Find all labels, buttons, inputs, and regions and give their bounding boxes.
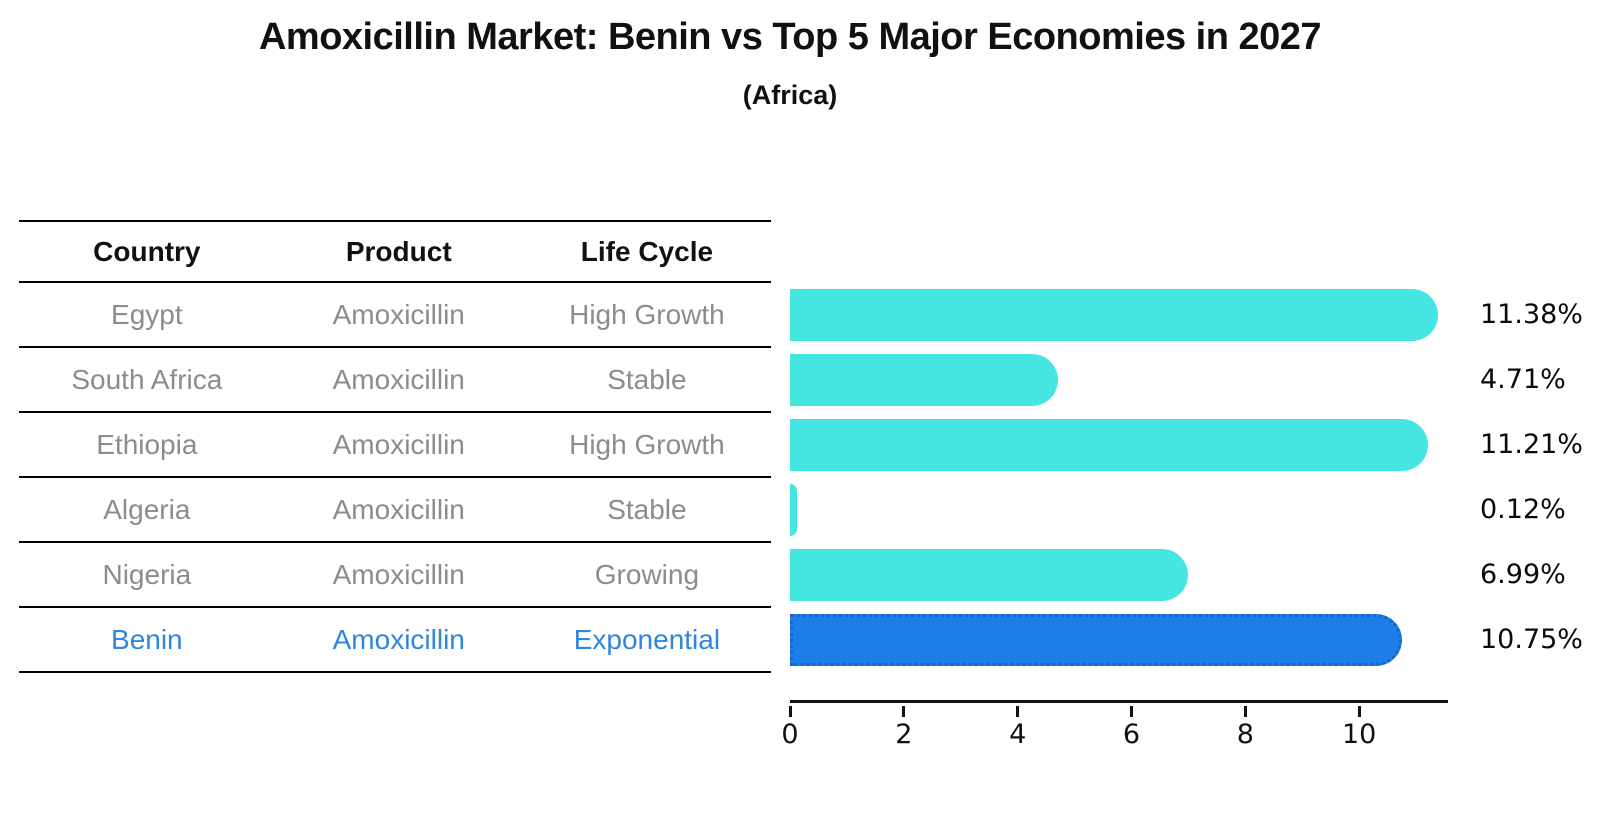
cell-lifecycle: Exponential	[573, 623, 721, 655]
cell-product: Amoxicillin	[332, 428, 465, 460]
tick-mark	[1016, 706, 1020, 717]
cell-lifecycle: Growing	[594, 558, 700, 590]
table-row: Ethiopia Amoxicillin High Growth	[19, 413, 771, 478]
bar-row-egypt: 11.38%	[790, 289, 1604, 341]
table-row: South Africa Amoxicillin Stable	[19, 348, 771, 413]
bar-south-africa	[790, 354, 1059, 406]
tick-label: 6	[1122, 719, 1141, 750]
column-header-product: Product	[345, 235, 452, 267]
cell-country: South Africa	[71, 363, 223, 395]
tick-mark	[1357, 706, 1361, 717]
bar-row-south-africa: 4.71%	[790, 354, 1604, 406]
tick-mark	[788, 706, 792, 717]
x-axis: 0 2 4 6 8 10	[781, 700, 1448, 750]
cell-product: Amoxicillin	[332, 493, 465, 525]
bar-egypt	[790, 289, 1438, 341]
cell-product: Amoxicillin	[332, 298, 465, 330]
bar-row-benin: 10.75%	[790, 614, 1604, 666]
tick-label: 4	[1009, 719, 1027, 750]
cell-lifecycle: Stable	[607, 363, 687, 395]
cell-lifecycle: High Growth	[569, 298, 725, 330]
table-header-row: Country Product Life Cycle	[19, 220, 771, 283]
bar-algeria	[790, 484, 797, 536]
chart-title: Amoxicillin Market: Benin vs Top 5 Major…	[258, 16, 1322, 58]
bar-row-nigeria: 6.99%	[790, 549, 1604, 601]
bar-value-label: 10.75%	[1480, 624, 1583, 655]
bar-row-algeria: 0.12%	[790, 484, 1604, 536]
tick-label: 0	[781, 719, 799, 750]
bar-benin-highlighted	[790, 614, 1402, 666]
bar-ethiopia	[790, 419, 1429, 471]
cell-lifecycle: Stable	[607, 493, 687, 525]
table-row: Egypt Amoxicillin High Growth	[19, 283, 771, 348]
table-row: Nigeria Amoxicillin Growing	[19, 543, 771, 608]
tick-mark	[1130, 706, 1133, 717]
country-table: Country Product Life Cycle Egypt Amoxici…	[19, 220, 771, 673]
column-header-lifecycle: Life Cycle	[580, 235, 714, 267]
bar-value-label: 11.38%	[1480, 299, 1583, 330]
bar-nigeria	[790, 549, 1188, 601]
bar-value-label: 11.21%	[1480, 429, 1583, 460]
cell-lifecycle: High Growth	[569, 428, 725, 460]
column-header-country: Country	[93, 235, 201, 267]
cell-product: Amoxicillin	[332, 623, 465, 655]
bar-row-ethiopia: 11.21%	[790, 419, 1604, 471]
cell-product: Amoxicillin	[332, 363, 465, 395]
tick-mark	[902, 706, 906, 717]
cell-country: Algeria	[103, 493, 191, 525]
table-row-benin-highlight: Benin Amoxicillin Exponential	[19, 608, 771, 673]
tick-mark	[1243, 706, 1247, 717]
cell-country: Ethiopia	[96, 428, 198, 460]
chart-subtitle: (Africa)	[742, 80, 838, 110]
cell-country: Egypt	[111, 298, 183, 330]
bar-value-label: 0.12%	[1480, 494, 1566, 525]
tick-label: 2	[895, 719, 913, 750]
cell-country: Nigeria	[102, 558, 192, 590]
cell-product: Amoxicillin	[332, 558, 465, 590]
tick-label: 10	[1342, 719, 1377, 750]
tick-label: 8	[1236, 719, 1254, 750]
bar-value-label: 6.99%	[1480, 559, 1566, 590]
table-row: Algeria Amoxicillin Stable	[19, 478, 771, 543]
cell-country: Benin	[111, 623, 183, 655]
bar-value-label: 4.71%	[1480, 364, 1566, 395]
